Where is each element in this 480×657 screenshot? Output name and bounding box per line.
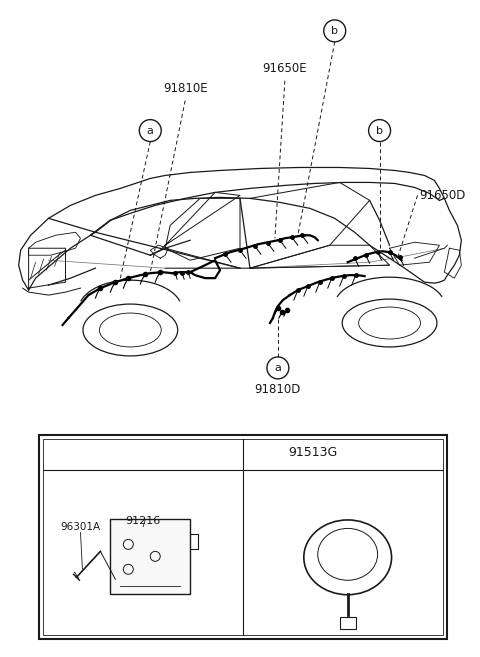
Text: 91513G: 91513G bbox=[288, 445, 337, 459]
Text: a: a bbox=[275, 363, 281, 373]
Text: b: b bbox=[259, 447, 266, 457]
Text: a: a bbox=[65, 447, 72, 457]
Text: 91650E: 91650E bbox=[263, 62, 307, 76]
Bar bbox=[340, 617, 356, 629]
Text: 91216: 91216 bbox=[126, 516, 161, 526]
Ellipse shape bbox=[304, 520, 392, 595]
Text: 96301A: 96301A bbox=[60, 522, 100, 532]
Text: b: b bbox=[331, 26, 338, 36]
Text: 91650D: 91650D bbox=[420, 189, 466, 202]
Text: 91810D: 91810D bbox=[255, 383, 301, 396]
Bar bbox=[43, 439, 444, 635]
Text: 91810E: 91810E bbox=[163, 82, 207, 95]
Bar bbox=[38, 435, 447, 639]
Bar bbox=[110, 520, 190, 594]
Text: b: b bbox=[376, 125, 383, 135]
Text: a: a bbox=[147, 125, 154, 135]
